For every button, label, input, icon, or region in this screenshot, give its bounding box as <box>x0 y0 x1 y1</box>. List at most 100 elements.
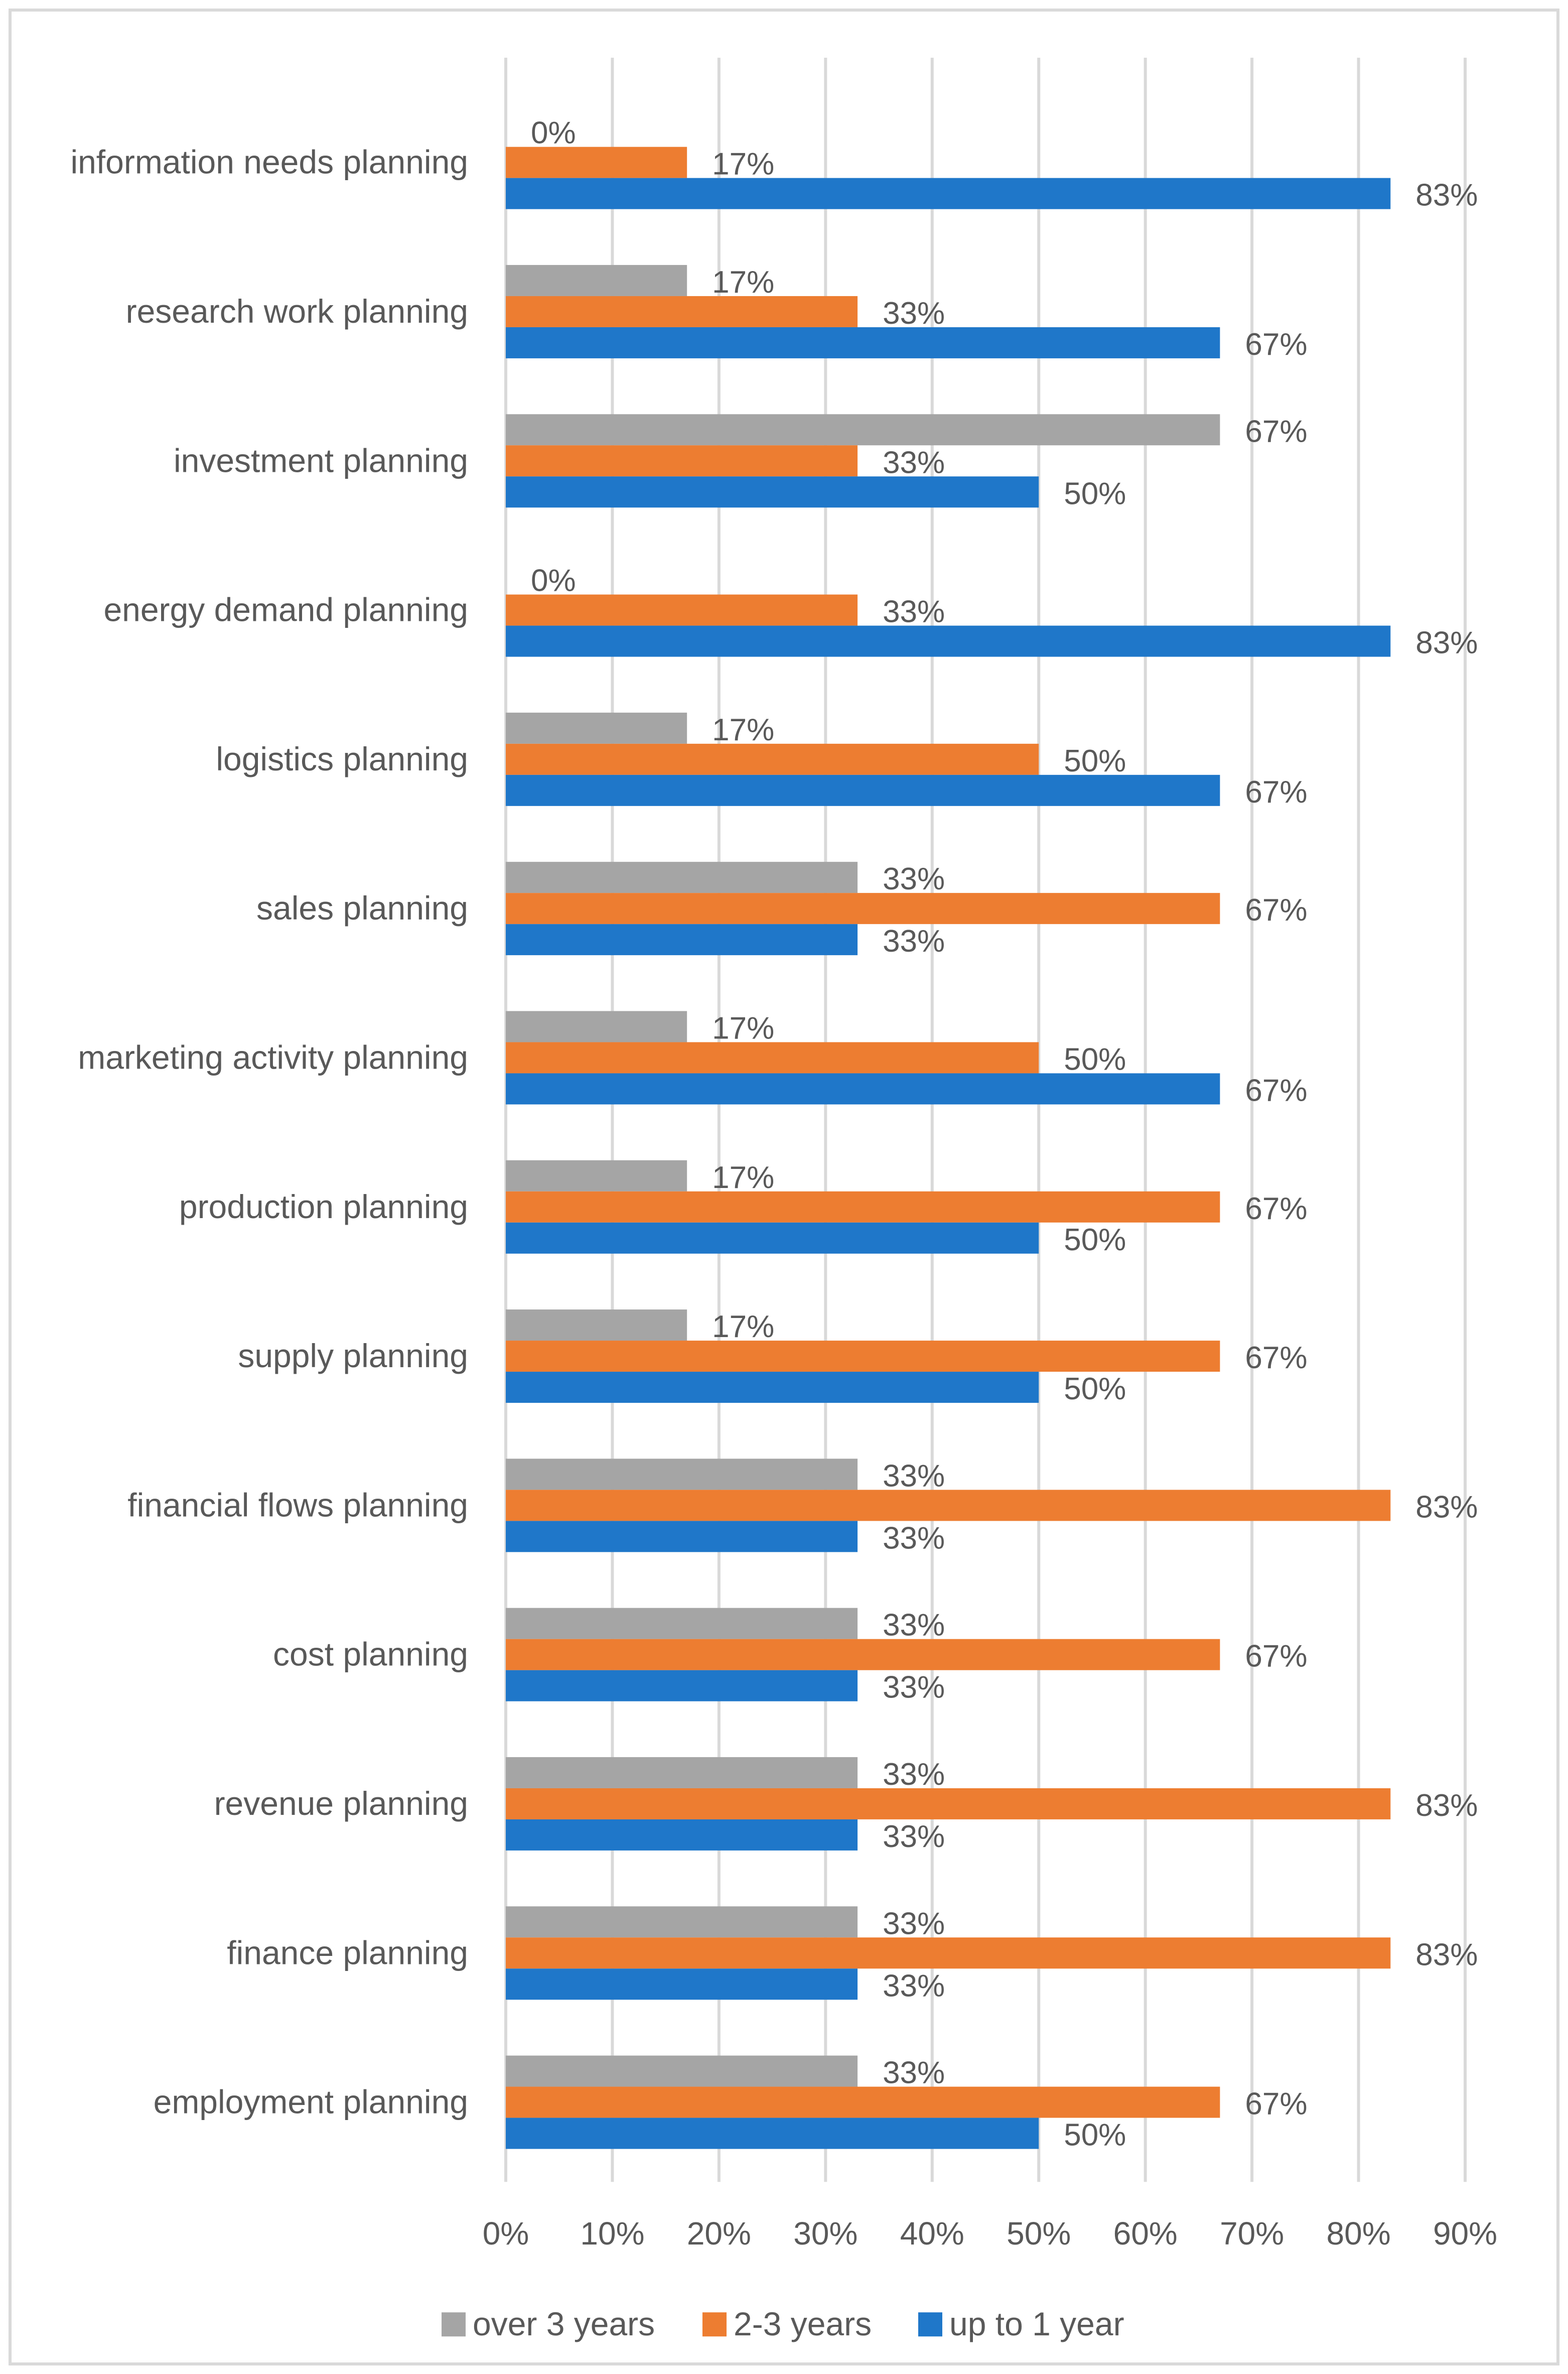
bars <box>506 147 1391 2149</box>
bar-up-to-1-year <box>506 327 1220 358</box>
data-label: 33% <box>883 296 945 331</box>
data-label: 67% <box>1245 414 1307 449</box>
category-labels: information needs planning research work … <box>70 144 468 2121</box>
bar-2-3-years <box>506 1341 1220 1372</box>
bar-up-to-1-year <box>506 1819 858 1851</box>
x-tick-label: 0% <box>483 2215 529 2252</box>
data-label: 33% <box>883 595 945 629</box>
bar-over-3-years <box>506 712 687 744</box>
bar-over-3-years <box>506 1160 687 1192</box>
bar-2-3-years <box>506 1937 1391 1969</box>
data-label: 50% <box>1064 1042 1126 1077</box>
legend-label: 2-3 years <box>734 2305 872 2342</box>
legend-swatch <box>442 2312 466 2337</box>
data-label: 17% <box>712 1160 774 1195</box>
bar-up-to-1-year <box>506 1521 858 1552</box>
data-label: 67% <box>1245 1073 1307 1108</box>
x-tick-label: 80% <box>1327 2215 1391 2252</box>
data-label: 33% <box>883 445 945 480</box>
category-label: revenue planning <box>214 1785 468 1822</box>
bar-over-3-years <box>506 1608 858 1639</box>
bar-up-to-1-year <box>506 1372 1039 1403</box>
data-label: 17% <box>712 147 774 182</box>
x-axis-ticks: 0% 10% 20% 30% 40% 50% 60% 70% 80% 90% <box>483 2215 1497 2252</box>
bar-2-3-years <box>506 594 858 626</box>
data-label: 83% <box>1415 1788 1478 1823</box>
data-label: 67% <box>1245 1341 1307 1375</box>
bar-up-to-1-year <box>506 1073 1220 1105</box>
data-label: 67% <box>1245 1639 1307 1674</box>
data-label: 83% <box>1415 178 1478 213</box>
bar-2-3-years <box>506 1490 1391 1521</box>
data-label: 33% <box>883 1521 945 1555</box>
data-label: 50% <box>1064 476 1126 511</box>
bar-up-to-1-year <box>506 774 1220 806</box>
data-label: 17% <box>712 1309 774 1344</box>
chart-frame <box>9 9 1559 2365</box>
x-tick-label: 70% <box>1220 2215 1284 2252</box>
bar-over-3-years <box>506 1309 687 1341</box>
data-label: 33% <box>883 1670 945 1705</box>
bar-up-to-1-year <box>506 1222 1039 1254</box>
bar-over-3-years <box>506 265 687 296</box>
bar-2-3-years <box>506 743 1039 775</box>
data-label: 33% <box>883 862 945 896</box>
bar-over-3-years <box>506 1011 687 1042</box>
data-label: 67% <box>1245 327 1307 362</box>
legend-label: over 3 years <box>473 2305 655 2342</box>
bar-up-to-1-year <box>506 1670 858 1701</box>
data-label: 67% <box>1245 775 1307 810</box>
category-label: supply planning <box>238 1337 468 1374</box>
bar-2-3-years <box>506 2086 1220 2118</box>
x-tick-label: 10% <box>580 2215 644 2252</box>
bar-2-3-years <box>506 1639 1220 1670</box>
category-label: employment planning <box>154 2083 468 2121</box>
data-label: 33% <box>883 1968 945 2003</box>
legend-swatch <box>702 2312 727 2337</box>
category-label: research work planning <box>126 293 468 330</box>
data-label: 33% <box>883 2056 945 2090</box>
data-label: 50% <box>1064 1372 1126 1406</box>
data-label: 50% <box>1064 744 1126 778</box>
data-label: 0% <box>531 116 576 151</box>
legend-item[interactable]: up to 1 year <box>918 2305 1124 2342</box>
data-label: 17% <box>712 713 774 747</box>
bar-2-3-years <box>506 893 1220 925</box>
data-label: 33% <box>883 1608 945 1643</box>
legend-item[interactable]: 2-3 years <box>702 2305 872 2342</box>
bar-up-to-1-year <box>506 476 1039 508</box>
bar-2-3-years <box>506 445 858 477</box>
category-label: logistics planning <box>216 740 468 777</box>
bar-over-3-years <box>506 1757 858 1788</box>
bar-up-to-1-year <box>506 924 858 956</box>
category-label: financial flows planning <box>127 1486 468 1523</box>
data-labels: 0% 17% 83% 17% 33% 67% 67% 33% 50% 0% 33% 83% 17% 50%… <box>531 116 1478 2153</box>
bar-2-3-years <box>506 147 687 178</box>
bar-over-3-years <box>506 1459 858 1490</box>
legend-item[interactable]: over 3 years <box>442 2305 655 2342</box>
data-label: 67% <box>1245 1192 1307 1226</box>
bar-up-to-1-year <box>506 178 1391 209</box>
data-label: 33% <box>883 924 945 959</box>
category-label: finance planning <box>227 1934 468 1971</box>
x-tick-label: 60% <box>1113 2215 1178 2252</box>
bar-2-3-years <box>506 1788 1391 1819</box>
data-label: 83% <box>1415 1937 1478 1972</box>
data-label: 50% <box>1064 1223 1126 1257</box>
category-label: marketing activity planning <box>78 1038 468 1076</box>
x-tick-label: 20% <box>687 2215 751 2252</box>
data-label: 17% <box>712 1011 774 1045</box>
data-label: 33% <box>883 1459 945 1493</box>
data-label: 83% <box>1415 1490 1478 1524</box>
data-label: 0% <box>531 564 576 598</box>
bar-over-3-years <box>506 862 858 893</box>
x-tick-label: 30% <box>793 2215 858 2252</box>
legend[interactable]: over 3 years 2-3 years up to 1 year <box>442 2305 1124 2342</box>
data-label: 33% <box>883 1906 945 1941</box>
bar-over-3-years <box>506 2055 858 2087</box>
bar-over-3-years <box>506 414 1220 446</box>
data-label: 33% <box>883 1819 945 1854</box>
data-label: 67% <box>1245 893 1307 928</box>
